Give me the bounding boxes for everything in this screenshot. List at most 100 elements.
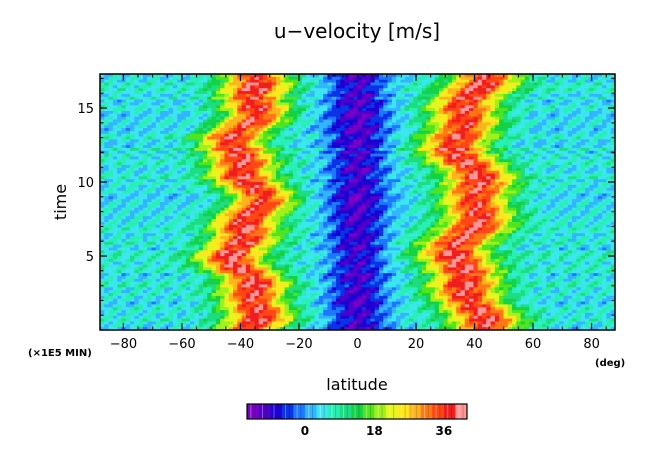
heatmap-cell [400, 99, 406, 103]
heatmap-cell [490, 170, 496, 174]
heatmap-cell [370, 147, 376, 152]
heatmap-cell [542, 91, 547, 95]
heatmap-cell [258, 82, 264, 86]
heatmap-cell [318, 91, 324, 95]
heatmap-cell [275, 74, 281, 78]
heatmap-cell [198, 136, 204, 140]
heatmap-cell [108, 76, 114, 81]
heatmap-cell [117, 74, 122, 78]
heatmap-cell [275, 128, 281, 132]
heatmap-cell [554, 122, 560, 126]
heatmap-cell [473, 162, 479, 166]
heatmap-cell [130, 130, 135, 135]
heatmap-cell [112, 162, 118, 166]
heatmap-cell [160, 179, 165, 183]
heatmap-cell [443, 79, 449, 83]
heatmap-cell [177, 142, 182, 146]
heatmap-cell [228, 85, 234, 89]
heatmap-cell [537, 153, 543, 157]
heatmap-cell [580, 76, 586, 81]
heatmap-cell [237, 136, 243, 140]
heatmap-cell [306, 110, 311, 115]
heatmap-cell [130, 190, 135, 194]
heatmap-cell [499, 125, 504, 129]
heatmap-cell [469, 133, 474, 137]
heatmap-cell [481, 91, 487, 95]
heatmap-cell [576, 74, 582, 78]
heatmap-cell [130, 147, 135, 152]
heatmap-cell [168, 105, 174, 109]
heatmap-cell [258, 96, 264, 100]
heatmap-cell [224, 145, 230, 149]
heatmap-cell [121, 108, 127, 112]
heatmap-cell [348, 122, 354, 126]
heatmap-cell [284, 156, 290, 160]
heatmap-cell [160, 119, 165, 123]
heatmap-cell [503, 162, 509, 166]
heatmap-cell [172, 179, 178, 183]
heatmap-cell [125, 82, 131, 86]
heatmap-cell [559, 122, 564, 126]
heatmap-cell [117, 91, 122, 95]
heatmap-cell [190, 91, 195, 95]
heatmap-cell [310, 136, 315, 140]
heatmap-cell [134, 88, 140, 92]
heatmap-cell [576, 139, 582, 143]
heatmap-cell [181, 74, 187, 78]
heatmap-cell [387, 153, 393, 157]
heatmap-cell [142, 173, 148, 177]
heatmap-cell [456, 99, 461, 103]
heatmap-cell [490, 167, 496, 172]
heatmap-cell [233, 147, 238, 152]
heatmap-cell [241, 162, 247, 166]
heatmap-cell [413, 167, 418, 172]
heatmap-cell [486, 105, 491, 109]
heatmap-cell [610, 128, 616, 132]
heatmap-cell [499, 76, 504, 81]
heatmap-cell [456, 167, 461, 172]
heatmap-cell [550, 176, 556, 180]
heatmap-cell [263, 105, 268, 109]
heatmap-cell [529, 110, 534, 115]
heatmap-cell [293, 79, 298, 83]
heatmap-cell [121, 139, 127, 143]
heatmap-cell [481, 176, 487, 180]
heatmap-cell [370, 190, 376, 194]
heatmap-cell [340, 150, 346, 155]
heatmap-cell [529, 125, 534, 129]
heatmap-cell [357, 116, 363, 120]
heatmap-cell [597, 96, 603, 100]
heatmap-cell [567, 125, 573, 129]
heatmap-cell [172, 139, 178, 143]
heatmap-cell [254, 102, 260, 106]
heatmap-cell [572, 108, 577, 112]
heatmap-cell [340, 119, 346, 123]
heatmap-cell [323, 96, 328, 100]
heatmap-cell [400, 88, 406, 92]
heatmap-cell [284, 122, 290, 126]
heatmap-cell [185, 85, 191, 89]
heatmap-cell [584, 102, 590, 106]
heatmap-cell [211, 74, 217, 78]
heatmap-cell [396, 102, 401, 106]
heatmap-cell [112, 99, 118, 103]
heatmap-cell [473, 128, 479, 132]
heatmap-cell [331, 184, 337, 189]
heatmap-cell [542, 142, 547, 146]
heatmap-cell [134, 116, 140, 120]
heatmap-cell [370, 82, 376, 86]
heatmap-cell [318, 116, 324, 120]
heatmap-cell [361, 133, 367, 137]
heatmap-cell [348, 102, 354, 106]
heatmap-cell [529, 165, 534, 169]
heatmap-cell [344, 91, 350, 95]
heatmap-cell [318, 119, 324, 123]
heatmap-cell [563, 116, 569, 120]
heatmap-cell [138, 74, 144, 78]
heatmap-cell [507, 119, 513, 123]
heatmap-cell [224, 116, 230, 120]
heatmap-cell [275, 147, 281, 152]
heatmap-cell [563, 119, 569, 123]
heatmap-cell [344, 105, 350, 109]
heatmap-cell [537, 182, 543, 186]
